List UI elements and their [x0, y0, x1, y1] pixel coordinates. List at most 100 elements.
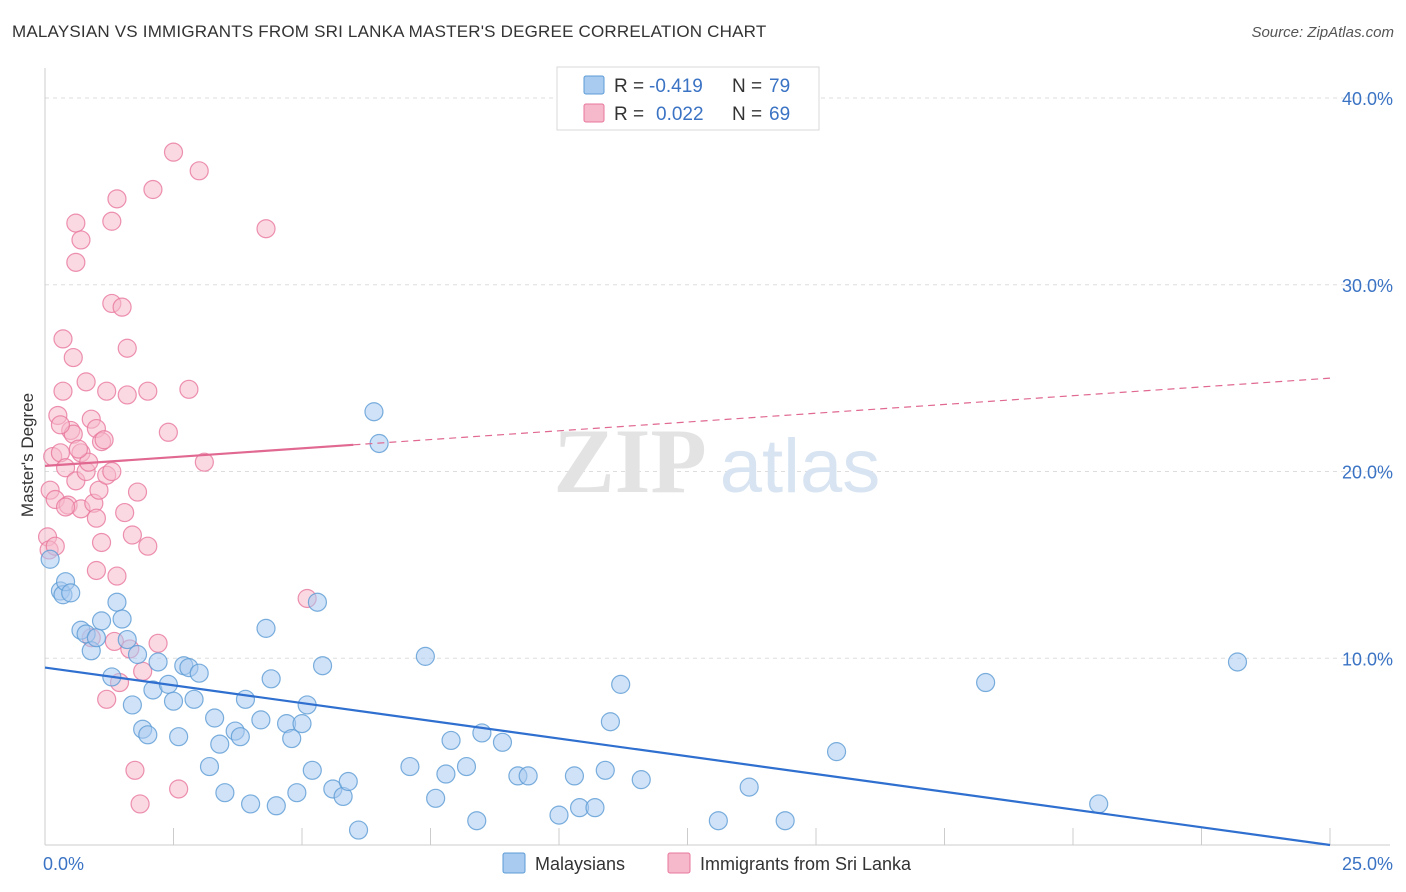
stats-legend-pink-swatch	[583, 103, 605, 123]
sri-lanka-point-68	[68, 439, 89, 459]
malaysians-point-49	[338, 771, 358, 792]
legend-malaysians-label: Malaysians	[535, 854, 625, 874]
sri-lanka-point-55	[179, 379, 199, 399]
sri-lanka-point-58	[256, 219, 276, 239]
sri-lanka-point-61	[55, 497, 76, 517]
sri-lanka-point-27	[89, 480, 109, 500]
malaysians-point-54	[415, 646, 435, 666]
malaysians-point-67	[585, 798, 605, 818]
sri-lanka-point-40	[115, 502, 135, 523]
sri-lanka-point-17	[66, 252, 86, 272]
sri-lanka-point-50	[143, 179, 163, 200]
malaysians-point-57	[441, 730, 461, 751]
sri-lanka-point-16	[66, 213, 86, 233]
malaysians-point-22	[169, 727, 189, 747]
sri-lanka-point-46	[127, 482, 148, 502]
malaysians-point-27	[199, 756, 220, 777]
sri-lanka-point-42	[117, 338, 137, 358]
malaysians-point-13	[117, 629, 137, 650]
sri-lanka-point-64	[102, 461, 122, 482]
sri-lanka-point-67	[86, 508, 107, 528]
malaysians-point-63	[518, 766, 538, 786]
malaysians-point-35	[251, 710, 271, 730]
malaysians-point-29	[210, 734, 230, 754]
sri-lanka-point-30	[94, 430, 114, 450]
sri-lanka-point-39	[112, 297, 132, 317]
series-malaysians-points	[40, 402, 1248, 840]
malaysians-point-12	[112, 609, 132, 629]
malaysians-point-69	[611, 674, 631, 694]
sri-lanka-point-36	[107, 566, 127, 586]
sri-lanka-point-54	[169, 779, 189, 799]
legend-sri-lanka-swatch	[667, 852, 691, 874]
sri-lanka-point-7	[53, 381, 73, 401]
malaysians-point-46	[312, 656, 333, 676]
malaysians-point-72	[708, 811, 728, 831]
sri-lanka-point-29	[91, 532, 112, 553]
y-tick-label-3: 40.0%	[1342, 89, 1393, 109]
malaysians-point-25	[184, 689, 204, 709]
watermark-atlas: atlas	[720, 424, 881, 509]
sri-lanka-point-48	[133, 661, 153, 681]
sri-lanka-point-41	[117, 385, 137, 405]
malaysians-point-61	[492, 732, 513, 752]
series-legend: Malaysians Immigrants from Sri Lanka	[502, 852, 912, 874]
sri-lanka-point-32	[97, 381, 117, 401]
malaysians-point-59	[467, 811, 487, 831]
sri-lanka-point-52	[158, 422, 178, 442]
malaysians-point-15	[127, 644, 148, 665]
stats-legend: R = -0.419 N = 79 R = 0.022 N = 69	[556, 66, 820, 131]
malaysians-point-33	[235, 689, 256, 709]
malaysians-point-17	[138, 725, 158, 745]
sri-lanka-point-20	[71, 230, 91, 250]
malaysians-point-30	[215, 783, 235, 803]
malaysians-point-11	[107, 592, 127, 612]
sri-lanka-point-44	[122, 525, 142, 545]
sri-lanka-point-33	[102, 211, 122, 231]
malaysians-point-40	[282, 728, 302, 749]
sri-lanka-point-57	[194, 452, 214, 472]
malaysians-point-37	[261, 669, 281, 689]
stats-legend-n-label-1: N =	[732, 104, 767, 125]
malaysians-point-4	[61, 583, 81, 603]
malaysians-point-8	[86, 628, 107, 648]
malaysians-point-34	[241, 794, 261, 814]
stats-legend-r-label-1: R =	[614, 104, 649, 125]
malaysians-point-68	[595, 760, 615, 780]
legend-sri-lanka-label: Immigrants from Sri Lanka	[700, 854, 912, 874]
tick-labels: 10.0% 20.0% 30.0% 40.0% 0.0% 25.0%	[43, 89, 1393, 874]
malaysians-point-77	[1089, 794, 1109, 814]
trend-layer	[44, 377, 1331, 847]
malaysians-point-70	[600, 712, 621, 732]
sri-lanka-point-45	[125, 760, 145, 780]
malaysians-point-51	[364, 402, 384, 422]
malaysians-point-55	[426, 788, 446, 808]
stats-legend-n-value-0: 79	[769, 76, 790, 97]
y-tick-label-0: 10.0%	[1342, 649, 1393, 669]
sri-lanka-point-47	[130, 794, 150, 814]
malaysians-point-36	[256, 618, 276, 638]
malaysians-point-71	[631, 770, 651, 790]
watermark-zip: ZIP	[553, 410, 706, 512]
series-sri-lanka-points	[37, 142, 317, 814]
stats-legend-r-value-1: 0.022	[656, 104, 704, 125]
sri-lanka-point-10	[53, 329, 73, 349]
malaysians-point-56	[436, 764, 456, 784]
sri-lanka-point-53	[163, 142, 184, 162]
malaysians-point-26	[189, 663, 209, 683]
malaysians-point-19	[148, 652, 168, 672]
malaysians-point-45	[307, 592, 328, 612]
malaysians-trend-line	[44, 666, 1331, 847]
stats-legend-blue-swatch	[583, 75, 605, 95]
y-axis-label: Master's Degree	[18, 393, 37, 517]
malaysians-point-9	[91, 611, 112, 631]
sri-lanka-point-21	[76, 372, 96, 392]
stats-legend-r-value-0: -0.419	[649, 76, 703, 97]
sri-lanka-trend-line-solid	[44, 443, 354, 467]
stats-legend-n-value-1: 69	[769, 104, 790, 125]
malaysians-point-65	[564, 766, 585, 786]
malaysians-point-42	[292, 714, 312, 734]
sri-lanka-point-12	[63, 347, 83, 368]
malaysians-point-64	[549, 805, 569, 825]
